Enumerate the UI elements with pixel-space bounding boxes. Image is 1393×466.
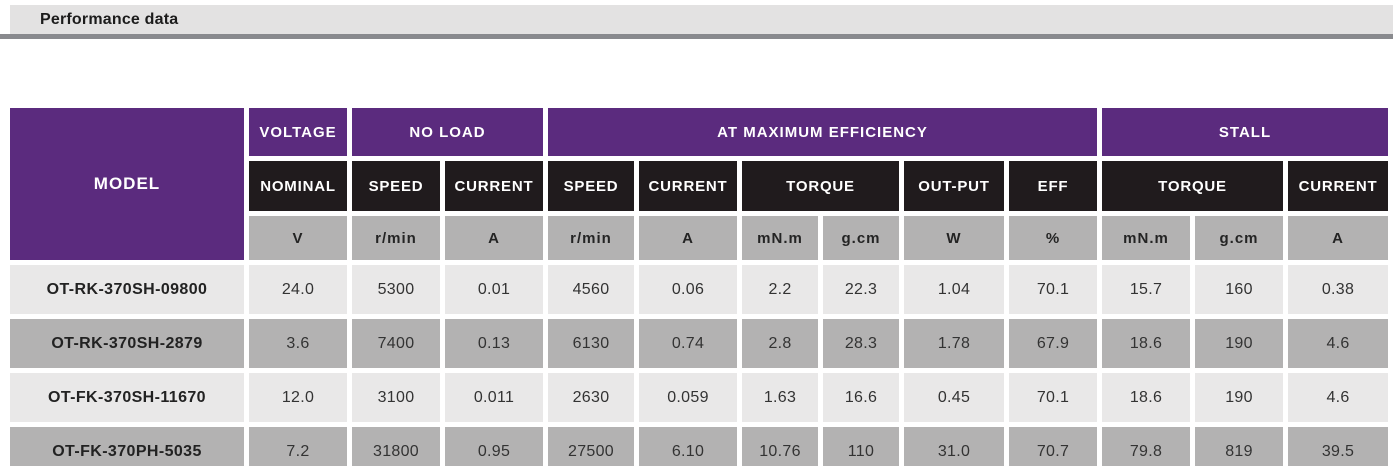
- unit-cell-r-min: r/min: [352, 216, 440, 260]
- subheader-speed: SPEED: [352, 161, 440, 211]
- value-cell: 0.01: [445, 265, 544, 314]
- value-cell: 18.6: [1102, 319, 1191, 368]
- model-cell: OT-FK-370SH-11670: [10, 373, 244, 422]
- value-cell: 1.04: [904, 265, 1005, 314]
- value-cell: 70.1: [1009, 265, 1098, 314]
- value-cell: 2630: [548, 373, 635, 422]
- value-cell: 1.78: [904, 319, 1005, 368]
- value-cell: 15.7: [1102, 265, 1191, 314]
- table-body: OT-RK-370SH-09800 24.0 5300 0.01 4560 0.06 2.2…: [10, 265, 1389, 466]
- section-header-bar: Performance data: [0, 5, 1393, 39]
- value-cell: 79.8: [1102, 427, 1191, 466]
- value-cell: 110: [823, 427, 900, 466]
- subheader-torque: TORQUE: [742, 161, 900, 211]
- unit-cell-g-cm: g.cm: [823, 216, 900, 260]
- group-header-voltage: VOLTAGE: [249, 108, 347, 156]
- value-cell: 190: [1195, 373, 1284, 422]
- value-cell: 0.13: [445, 319, 544, 368]
- value-cell: 24.0: [249, 265, 347, 314]
- value-cell: 2.2: [742, 265, 819, 314]
- value-cell: 0.74: [639, 319, 738, 368]
- value-cell: 16.6: [823, 373, 900, 422]
- value-cell: 67.9: [1009, 319, 1098, 368]
- table-row: OT-FK-370SH-11670 12.0 3100 0.011 2630 0.059 1…: [10, 373, 1389, 422]
- model-cell: OT-RK-370SH-09800: [10, 265, 244, 314]
- unit-cell-a: A: [639, 216, 738, 260]
- value-cell: 819: [1195, 427, 1284, 466]
- value-cell: 7.2: [249, 427, 347, 466]
- page-title: Performance data: [40, 10, 179, 28]
- value-cell: 5300: [352, 265, 440, 314]
- value-cell: 10.76: [742, 427, 819, 466]
- table-row: OT-FK-370PH-5035 7.2 31800 0.95 27500 6.10 10.…: [10, 427, 1389, 466]
- unit-cell-a: A: [445, 216, 544, 260]
- value-cell: 18.6: [1102, 373, 1191, 422]
- value-cell: 4560: [548, 265, 635, 314]
- value-cell: 39.5: [1288, 427, 1389, 466]
- value-cell: 31.0: [904, 427, 1005, 466]
- group-header-stall: STALL: [1102, 108, 1389, 156]
- unit-cell-a: A: [1288, 216, 1389, 260]
- unit-cell-g-cm: g.cm: [1195, 216, 1284, 260]
- subheader-current: CURRENT: [639, 161, 738, 211]
- value-cell: 70.1: [1009, 373, 1098, 422]
- value-cell: 0.38: [1288, 265, 1389, 314]
- value-cell: 0.011: [445, 373, 544, 422]
- unit-cell-v: V: [249, 216, 347, 260]
- performance-table: MODEL VOLTAGE NO LOAD AT MAXIMUM EFFICIENCY…: [5, 103, 1393, 466]
- value-cell: 7400: [352, 319, 440, 368]
- unit-cell-r-min: r/min: [548, 216, 635, 260]
- value-cell: 3.6: [249, 319, 347, 368]
- model-cell: OT-RK-370SH-2879: [10, 319, 244, 368]
- unit-cell-: %: [1009, 216, 1098, 260]
- unit-cell-w: W: [904, 216, 1005, 260]
- table-row: OT-RK-370SH-2879 3.6 7400 0.13 6130 0.74 2.8 28…: [10, 319, 1389, 368]
- value-cell: 2.8: [742, 319, 819, 368]
- value-cell: 190: [1195, 319, 1284, 368]
- subheader-out-put: OUT-PUT: [904, 161, 1005, 211]
- unit-cell-mn-m: mN.m: [1102, 216, 1191, 260]
- value-cell: 31800: [352, 427, 440, 466]
- value-cell: 70.7: [1009, 427, 1098, 466]
- value-cell: 1.63: [742, 373, 819, 422]
- value-cell: 0.95: [445, 427, 544, 466]
- group-header-no-load: NO LOAD: [352, 108, 544, 156]
- subheader-speed: SPEED: [548, 161, 635, 211]
- value-cell: 0.059: [639, 373, 738, 422]
- value-cell: 28.3: [823, 319, 900, 368]
- value-cell: 0.06: [639, 265, 738, 314]
- value-cell: 3100: [352, 373, 440, 422]
- subheader-current: CURRENT: [1288, 161, 1389, 211]
- value-cell: 27500: [548, 427, 635, 466]
- value-cell: 160: [1195, 265, 1284, 314]
- group-header-row: MODEL VOLTAGE NO LOAD AT MAXIMUM EFFICIENCY…: [10, 108, 1389, 260]
- subheader-eff: EFF: [1009, 161, 1098, 211]
- subheader-current: CURRENT: [445, 161, 544, 211]
- value-cell: 4.6: [1288, 373, 1389, 422]
- model-cell: OT-FK-370PH-5035: [10, 427, 244, 466]
- model-column-header: MODEL: [10, 108, 244, 260]
- section-header: Performance data: [10, 5, 1393, 34]
- value-cell: 6130: [548, 319, 635, 368]
- value-cell: 4.6: [1288, 319, 1389, 368]
- subheader-nominal: NOMINAL: [249, 161, 347, 211]
- group-header-at-maximum-efficiency: AT MAXIMUM EFFICIENCY: [548, 108, 1098, 156]
- subheader-torque: TORQUE: [1102, 161, 1284, 211]
- value-cell: 22.3: [823, 265, 900, 314]
- table-row: OT-RK-370SH-09800 24.0 5300 0.01 4560 0.06 2.2…: [10, 265, 1389, 314]
- unit-cell-mn-m: mN.m: [742, 216, 819, 260]
- value-cell: 6.10: [639, 427, 738, 466]
- value-cell: 12.0: [249, 373, 347, 422]
- value-cell: 0.45: [904, 373, 1005, 422]
- subheader-row: NOMINAL SPEED CURRENT SPEED CURRENT TORQUE OUT…: [10, 161, 1389, 211]
